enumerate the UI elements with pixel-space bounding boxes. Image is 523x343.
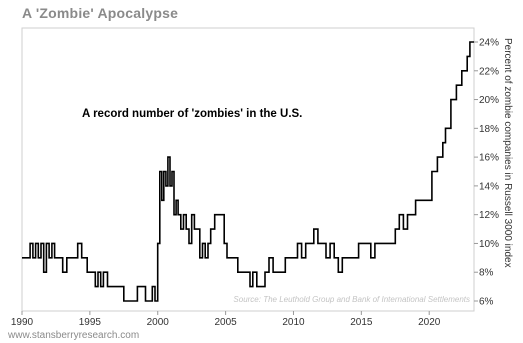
plot-area-border — [21, 27, 475, 312]
chart-title: A 'Zombie' Apocalypse — [22, 5, 179, 21]
y-tick-label: 12% — [479, 210, 499, 221]
source-note: Source: The Leuthold Group and Bank of I… — [233, 295, 470, 304]
x-axis: 1990 1995 2000 2005 2010 2015 2020 — [11, 311, 441, 328]
y-tick-label: 20% — [479, 95, 499, 106]
y-tick-label: 16% — [479, 153, 499, 164]
x-tick-label: 2010 — [282, 317, 305, 328]
x-tick-label: 2020 — [418, 317, 441, 328]
x-tick-label: 2015 — [350, 317, 373, 328]
x-tick-label: 1995 — [79, 317, 102, 328]
y-axis-label: Percent of zombie companies in Russell 3… — [502, 38, 513, 268]
y-tick-label: 24% — [479, 38, 499, 49]
y-tick-label: 8% — [479, 268, 494, 279]
x-tick-label: 2000 — [147, 317, 170, 328]
y-tick-label: 10% — [479, 239, 499, 250]
x-tick-label: 1990 — [11, 317, 34, 328]
annotation: A record number of 'zombies' in the U.S. — [82, 108, 302, 120]
series-line — [22, 41, 474, 302]
y-tick-label: 18% — [479, 124, 499, 135]
footer-website: www.stansberryresearch.com — [8, 330, 140, 341]
y-tick-label: 22% — [479, 66, 499, 77]
y-axis: 6% 8% 10% 12% 14% 16% 18% 20% 22% 24% — [474, 38, 499, 308]
y-tick-label: 14% — [479, 181, 499, 192]
x-tick-label: 2005 — [214, 317, 237, 328]
y-tick-label: 6% — [479, 297, 494, 308]
